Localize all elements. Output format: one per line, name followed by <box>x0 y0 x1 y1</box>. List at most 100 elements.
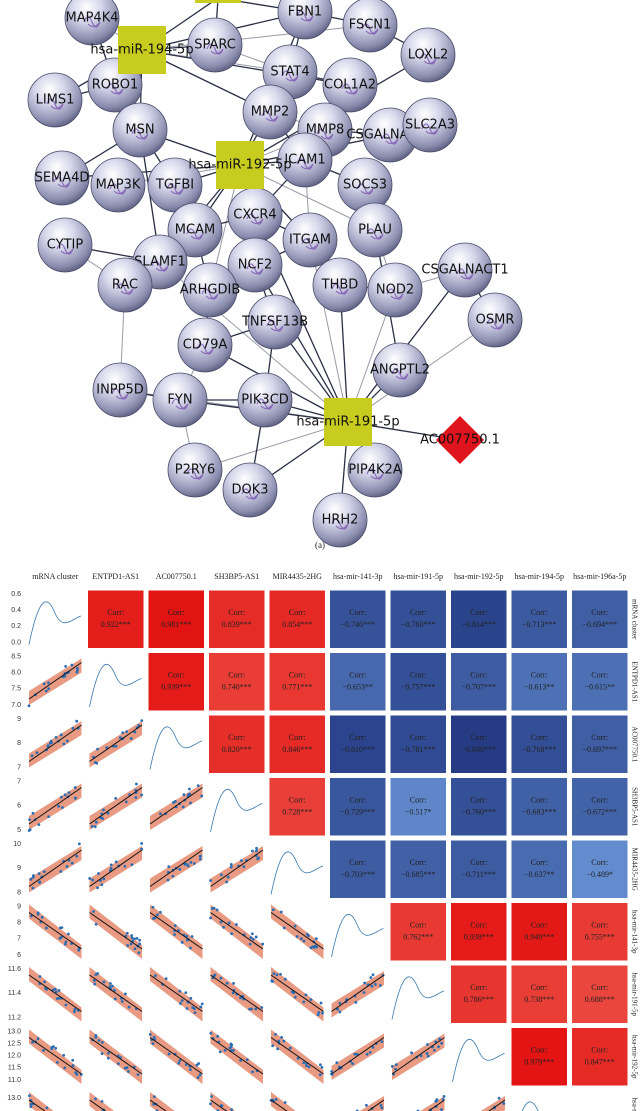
correlation-cell <box>389 589 447 649</box>
scatter-point <box>159 812 162 816</box>
protein-structure <box>341 83 359 95</box>
y-tick-label: 9 <box>17 865 21 872</box>
corr-value: −0.517* <box>405 808 432 817</box>
scatter-point <box>255 846 258 850</box>
node-label: COL1A2 <box>324 78 376 93</box>
scatter-point <box>251 937 255 941</box>
corr-label: Corr: <box>531 1046 548 1055</box>
correlation-cell <box>571 839 629 899</box>
scatter-point <box>57 989 61 992</box>
confidence-band <box>150 1029 203 1084</box>
scatter-point <box>133 937 136 941</box>
scatter-point <box>209 1102 212 1106</box>
confidence-band <box>89 721 142 768</box>
scatter-point <box>283 1101 287 1104</box>
correlation-cell <box>571 714 629 774</box>
correlation-cell <box>268 777 326 837</box>
y-tick-label: 13.0 <box>7 1095 21 1102</box>
fit-line <box>28 724 82 762</box>
scatter-point <box>222 925 225 929</box>
scatter-point <box>394 1063 398 1067</box>
scatter-point <box>271 1044 275 1048</box>
correlation-matrix: mRNA cluster ENTPD1-AS1 AC007750.1 SH3BP5-A… <box>7 572 638 1111</box>
scatter-point <box>70 861 74 865</box>
scatter-point <box>133 947 137 951</box>
scatter-point <box>296 1056 300 1060</box>
node-label: RAC <box>112 278 138 293</box>
scatter-point <box>196 1076 200 1079</box>
corr-label: Corr: <box>228 733 245 742</box>
mirna-node <box>195 0 241 3</box>
scatter-point <box>177 929 181 932</box>
correlation-cell <box>571 964 629 1024</box>
node-label: CXCR4 <box>233 208 276 223</box>
scatter-point <box>124 800 128 804</box>
fit-line <box>331 974 385 1012</box>
scatter-point <box>338 1001 342 1005</box>
corr-label: Corr: <box>349 608 366 617</box>
scatter-point <box>138 942 142 946</box>
scatter-point <box>44 689 48 693</box>
fit-line <box>28 662 82 700</box>
fit-line <box>28 787 82 825</box>
fit-line <box>149 787 203 825</box>
corr-label: Corr: <box>531 608 548 617</box>
confidence-band <box>29 967 82 1022</box>
scatter-point <box>290 990 294 994</box>
corr-value: 0.786*** <box>464 995 494 1004</box>
scatter-point <box>73 1007 77 1011</box>
protein-node <box>177 317 233 373</box>
scatter-point <box>152 917 155 920</box>
corr-label: Corr: <box>531 921 548 930</box>
scatter-point <box>75 854 79 858</box>
scatter-point <box>121 731 125 735</box>
confidence-band <box>150 967 203 1022</box>
fit-line <box>149 1099 167 1111</box>
scatter-point <box>272 972 276 975</box>
fit-line <box>89 787 143 825</box>
protein-structure <box>361 23 379 35</box>
corr-value: −0.672*** <box>582 808 617 817</box>
fit-line <box>89 849 143 887</box>
scatter-point <box>77 948 81 952</box>
scatter-point <box>126 944 130 947</box>
scatter-point <box>293 924 297 928</box>
correlation-cell <box>268 589 326 649</box>
scatter-point <box>76 666 79 670</box>
mirna-node <box>216 141 264 189</box>
column-header: hsa-mir-191-5p <box>393 572 443 581</box>
correlation-cell <box>329 652 387 712</box>
corr-value: −0.729*** <box>340 808 375 817</box>
node-label: CSGALNACT1 <box>421 263 508 278</box>
scatter-point <box>153 1095 156 1099</box>
y-tick-label: 11.0 <box>8 1077 21 1084</box>
scatter-point <box>379 1103 383 1107</box>
scatter-point <box>108 985 112 989</box>
scatter-point <box>36 1037 40 1041</box>
y-tick-label: 9 <box>17 903 21 910</box>
y-tick-label: 8.0 <box>11 670 21 677</box>
corr-label: Corr: <box>591 733 608 742</box>
scatter-point <box>199 1005 203 1009</box>
y-tick-label: 11.5 <box>8 1065 21 1072</box>
node-label: PLAU <box>358 223 392 238</box>
scatter-point <box>29 1102 33 1106</box>
scatter-point <box>319 1001 323 1005</box>
confidence-band <box>150 1092 175 1111</box>
corr-value: −0.760*** <box>461 808 496 817</box>
node-label: INPP5D <box>96 383 144 398</box>
scatter-point <box>271 908 275 912</box>
density-curve <box>521 1101 539 1111</box>
scatter-point <box>354 1000 358 1004</box>
scatter-point <box>219 873 223 877</box>
corr-label: Corr: <box>531 858 548 867</box>
corr-label: Corr: <box>470 921 487 930</box>
fit-line <box>149 974 203 1012</box>
y-tick-label: 11.6 <box>8 966 21 973</box>
scatter-point <box>318 1063 322 1067</box>
correlation-cell <box>571 1027 629 1087</box>
scatter-point <box>438 1037 441 1041</box>
scatter-point <box>42 682 46 686</box>
confidence-band <box>331 1033 384 1080</box>
protein-node <box>312 492 368 548</box>
